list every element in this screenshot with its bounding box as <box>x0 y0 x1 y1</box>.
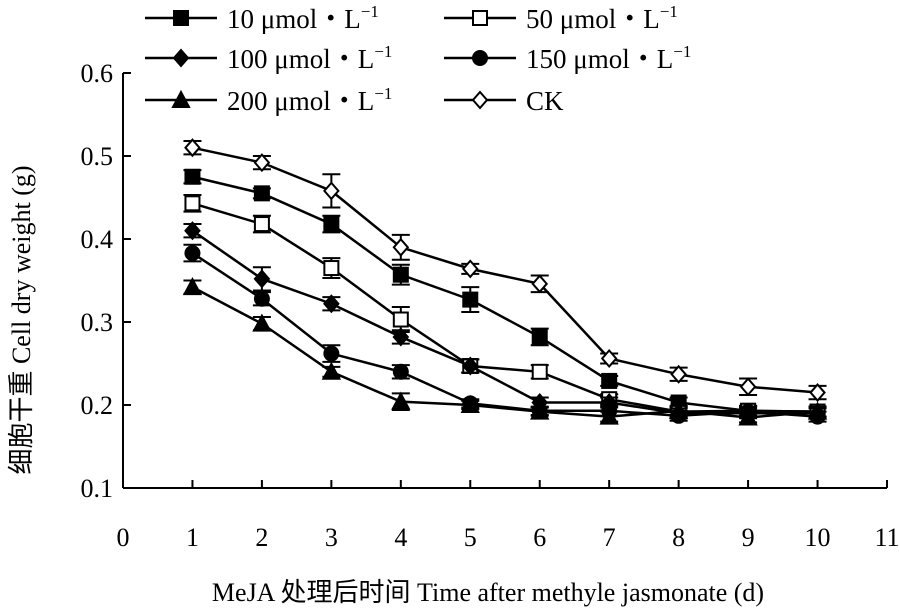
x-tick-label: 5 <box>464 523 477 552</box>
data-point <box>323 260 340 277</box>
data-point <box>531 328 548 345</box>
legend-item-5: 200 μmol・L−1 <box>145 84 392 116</box>
data-point <box>253 290 270 307</box>
plot-area: 0.1 0.2 0.3 0.4 0.5 0.6 0 1 2 3 4 5 6 7 8 9 10 11 <box>81 59 900 552</box>
y-tick-label: 0.1 <box>81 474 114 503</box>
legend: 10 μmol・L−1 50 μmol・L−1 100 μmol・L−1 150 μm… <box>145 2 691 116</box>
data-point <box>253 185 270 202</box>
data-point <box>323 345 340 362</box>
data-point <box>530 401 550 420</box>
x-axis-title: MeJA 处理后时间 Time after methyle jasmonate … <box>212 578 764 607</box>
series-5 <box>182 277 828 426</box>
x-tick-label: 1 <box>186 523 199 552</box>
legend-label: 150 μmol・L−1 <box>526 42 691 74</box>
legend-item-2: 50 μmol・L−1 <box>444 2 678 34</box>
legend-marker <box>172 48 190 68</box>
legend-item-1: 10 μmol・L−1 <box>145 2 379 34</box>
series-1 <box>183 168 827 420</box>
data-point <box>600 349 618 369</box>
legend-item-6: CK <box>444 86 564 116</box>
data-point <box>668 400 689 419</box>
data-point <box>182 277 203 296</box>
data-point <box>391 391 411 410</box>
x-tick-label: 9 <box>742 523 755 552</box>
data-point <box>253 269 271 289</box>
y-tick-label: 0.2 <box>81 391 114 420</box>
x-tick-label: 3 <box>325 523 338 552</box>
legend-label: 10 μmol・L−1 <box>227 2 379 34</box>
data-point <box>392 266 409 283</box>
data-point <box>670 364 687 384</box>
data-point <box>184 138 201 158</box>
series-4 <box>183 243 827 425</box>
data-point <box>392 237 410 257</box>
x-tick-label: 7 <box>603 523 616 552</box>
data-point <box>531 363 548 380</box>
data-point <box>599 406 619 425</box>
data-point <box>323 181 340 201</box>
legend-marker <box>171 89 191 108</box>
x-tick-label: 11 <box>874 523 899 552</box>
legend-marker <box>472 10 488 26</box>
series-line <box>191 229 818 415</box>
series-line <box>192 202 818 413</box>
x-tick-label: 8 <box>672 523 685 552</box>
x-tick-label: 4 <box>394 523 407 552</box>
data-point <box>460 394 480 413</box>
data-point <box>321 361 342 380</box>
x-tick-label: 0 <box>117 523 130 552</box>
data-point <box>739 377 757 397</box>
data-point <box>531 274 549 294</box>
x-tick-label: 6 <box>533 523 546 552</box>
x-tick-label: 2 <box>255 523 268 552</box>
legend-marker <box>471 90 489 110</box>
legend-marker <box>472 50 488 66</box>
legend-label: 50 μmol・L−1 <box>526 2 678 34</box>
data-point <box>462 291 479 308</box>
legend-item-4: 150 μmol・L−1 <box>444 42 691 74</box>
data-point <box>807 401 828 420</box>
data-point <box>738 407 758 426</box>
data-point <box>392 327 410 347</box>
series-6 <box>183 138 827 403</box>
legend-item-3: 100 μmol・L−1 <box>145 42 392 74</box>
data-point <box>323 294 340 314</box>
data-point <box>184 195 201 212</box>
data-point <box>252 313 272 332</box>
y-axis-title: 细胞干重 Cell dry weight (g) <box>7 165 36 474</box>
data-point <box>184 221 201 241</box>
x-tick-label: 10 <box>805 523 831 552</box>
data-point <box>461 259 479 279</box>
y-tick-label: 0.6 <box>81 59 114 88</box>
legend-label: CK <box>526 86 564 116</box>
data-point <box>184 245 201 262</box>
data-point <box>184 168 201 185</box>
data-point <box>253 216 270 233</box>
legend-marker <box>173 10 189 26</box>
data-point <box>253 153 271 173</box>
data-point <box>809 383 826 403</box>
series-3 <box>183 221 827 423</box>
legend-label: 200 μmol・L−1 <box>227 84 392 116</box>
data-point <box>461 356 479 376</box>
data-point <box>392 363 409 380</box>
data-point <box>323 216 340 233</box>
data-point <box>601 372 618 389</box>
series-line <box>192 175 818 413</box>
data-point <box>392 311 409 328</box>
legend-label: 100 μmol・L−1 <box>227 42 392 74</box>
y-tick-label: 0.5 <box>81 142 114 171</box>
series-line <box>191 252 818 418</box>
series-line <box>191 286 818 419</box>
series-line <box>192 146 818 394</box>
y-tick-label: 0.3 <box>81 308 114 337</box>
y-tick-label: 0.4 <box>81 225 114 254</box>
